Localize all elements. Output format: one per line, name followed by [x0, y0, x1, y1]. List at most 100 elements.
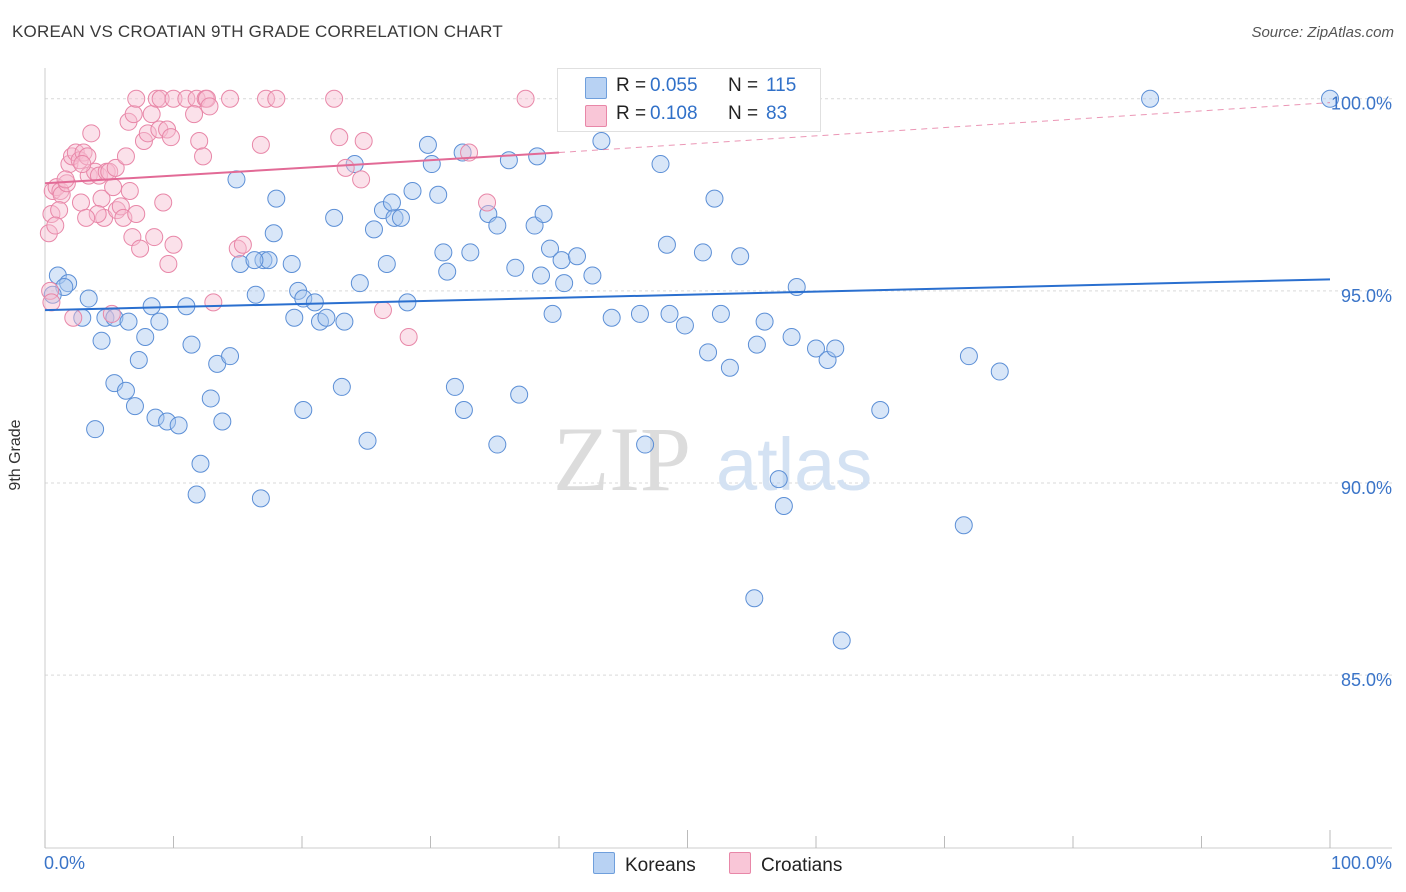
croatian-point [164, 235, 183, 254]
korean-point [259, 251, 278, 270]
trend-lines [44, 102, 1331, 312]
korean-point [454, 400, 473, 419]
watermark-atlas: atlas [716, 423, 872, 506]
korean-point [119, 312, 138, 331]
croatian-point [145, 228, 164, 247]
croatian-point [120, 181, 139, 200]
korean-point [510, 385, 529, 404]
korean-point [385, 208, 404, 227]
korean-point [990, 362, 1009, 381]
legend-n-value: 83 [766, 103, 788, 124]
korean-point [267, 189, 286, 208]
korean-point [142, 297, 161, 316]
korean-point [251, 489, 270, 508]
croatian-point [257, 89, 276, 108]
croatian-point [41, 281, 60, 300]
bottom-legend-koreans: Koreans [593, 852, 696, 877]
korean-point [541, 239, 560, 258]
croatian-point [325, 89, 344, 108]
croatian-points [39, 89, 535, 346]
legend-r-value: 0.055 [650, 75, 698, 96]
legend-swatch-croatians [585, 105, 607, 127]
croatian-point [478, 193, 497, 212]
croatian-point [330, 128, 349, 147]
korean-point [285, 308, 304, 327]
croatian-point [106, 158, 125, 177]
croatian-point [190, 132, 209, 151]
croatian-point [127, 89, 146, 108]
korean-point [693, 243, 712, 262]
korean-point [534, 205, 553, 224]
croatian-point [56, 170, 75, 189]
korean-point [434, 243, 453, 262]
korean-point [1141, 89, 1160, 108]
korean-point [213, 412, 232, 431]
korean-point [150, 312, 169, 331]
korean-point [755, 312, 774, 331]
korean-point [227, 170, 246, 189]
korean-point [959, 347, 978, 366]
croatian-point [221, 89, 240, 108]
legend-n-value: 115 [766, 75, 797, 96]
korean-point [136, 327, 155, 346]
croatian-point [73, 155, 92, 174]
korean-point [86, 420, 105, 439]
korean-point [282, 254, 301, 273]
korean-point [92, 331, 111, 350]
y-tick-label: 95.0% [1341, 286, 1392, 306]
korean-point [747, 335, 766, 354]
legend-r-label: R = [616, 103, 647, 124]
croatian-point [64, 308, 83, 327]
korean-point [630, 304, 649, 323]
croatian-point [151, 89, 170, 108]
korean-point [660, 304, 679, 323]
croatian-point [131, 239, 150, 258]
croatian-point [46, 216, 65, 235]
korean-point [720, 358, 739, 377]
croatian-point [111, 197, 130, 216]
korean-point [731, 247, 750, 266]
x-tick-label: 100.0% [1331, 853, 1392, 873]
croatian-point [42, 293, 61, 312]
croatian-point [102, 304, 121, 323]
korean-point [832, 631, 851, 650]
korean-point [543, 304, 562, 323]
croatian-point [354, 132, 373, 151]
korean-point [461, 243, 480, 262]
croatian-point [373, 301, 392, 320]
croatian-point [50, 201, 69, 220]
gridlines [45, 98, 1392, 676]
bottom-swatch-koreans [593, 852, 615, 874]
y-tick-label: 100.0% [1331, 94, 1392, 114]
legend-row-croatians: R = 0.108 N = 83 [558, 101, 820, 129]
croatian-point [399, 327, 418, 346]
watermark: ZIP atlas [553, 408, 872, 510]
korean-point [79, 289, 98, 308]
korean-point [1321, 89, 1339, 108]
korean-point [826, 339, 845, 358]
korean-point [158, 412, 177, 431]
croatian-point [164, 89, 183, 108]
korean-point [317, 308, 336, 327]
korean-point [871, 400, 890, 419]
croatian-point [88, 205, 107, 224]
croatian-point [185, 105, 204, 124]
croatian-point [352, 170, 371, 189]
legend-swatch-koreans [585, 77, 607, 99]
korean-point [807, 339, 825, 358]
croatian-point [233, 235, 252, 254]
korean-point [146, 408, 165, 427]
croatian-point [516, 89, 535, 108]
bottom-swatch-croatians [729, 852, 751, 874]
korean-point [583, 266, 602, 285]
korean-point [182, 335, 201, 354]
korean-point [699, 343, 718, 362]
korean-point [705, 189, 724, 208]
croatian-point [142, 105, 161, 124]
korean-point [358, 431, 377, 450]
bottom-legend-croatians: Croatians [729, 852, 842, 877]
legend-row-koreans: R = 0.055 N = 115 [558, 73, 820, 101]
korean-point [48, 266, 67, 285]
korean-point [350, 274, 369, 293]
korean-point [246, 285, 265, 304]
